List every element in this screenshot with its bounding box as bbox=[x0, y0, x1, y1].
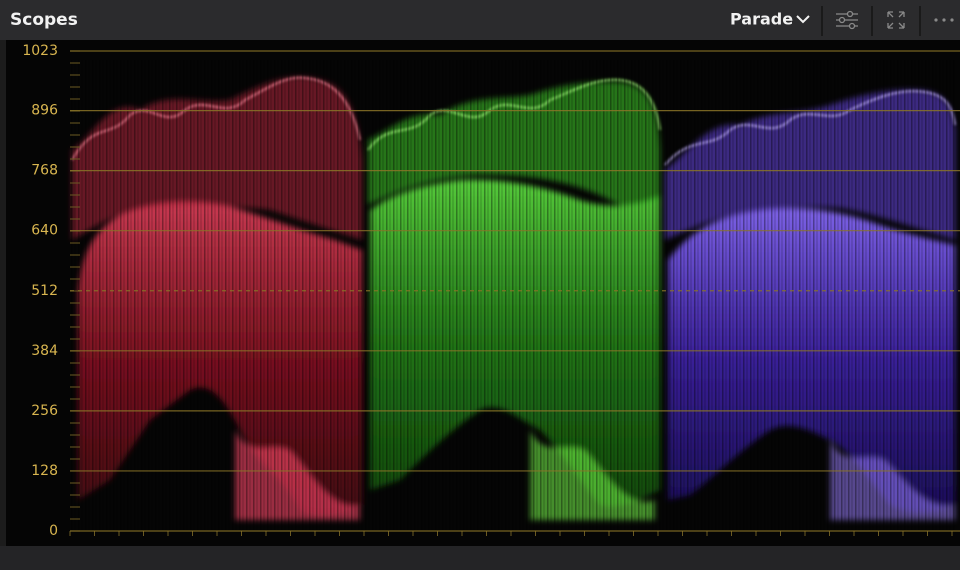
expand-icon[interactable] bbox=[887, 11, 905, 29]
more-icon[interactable] bbox=[934, 18, 954, 22]
scale-label: 128 bbox=[31, 463, 58, 479]
parade-waveform bbox=[70, 60, 956, 530]
scale-label: 1023 bbox=[22, 43, 58, 59]
scale-label: 896 bbox=[31, 103, 58, 119]
scale-label: 0 bbox=[49, 523, 58, 539]
footer-bar bbox=[0, 546, 960, 570]
scale-label: 640 bbox=[31, 223, 58, 239]
scale: 1023 896 768 640 512 384 256 128 0 bbox=[22, 43, 960, 539]
scale-label: 384 bbox=[31, 343, 58, 359]
dropdown-arrow[interactable] bbox=[796, 15, 810, 24]
panel-title: Scopes bbox=[10, 10, 78, 30]
scale-label: 512 bbox=[31, 283, 58, 299]
scale-label: 256 bbox=[31, 403, 58, 419]
header-bar bbox=[0, 0, 960, 40]
scale-label: 768 bbox=[31, 163, 58, 179]
view-menu[interactable]: Parade bbox=[730, 10, 793, 29]
settings-icon[interactable] bbox=[836, 10, 858, 30]
